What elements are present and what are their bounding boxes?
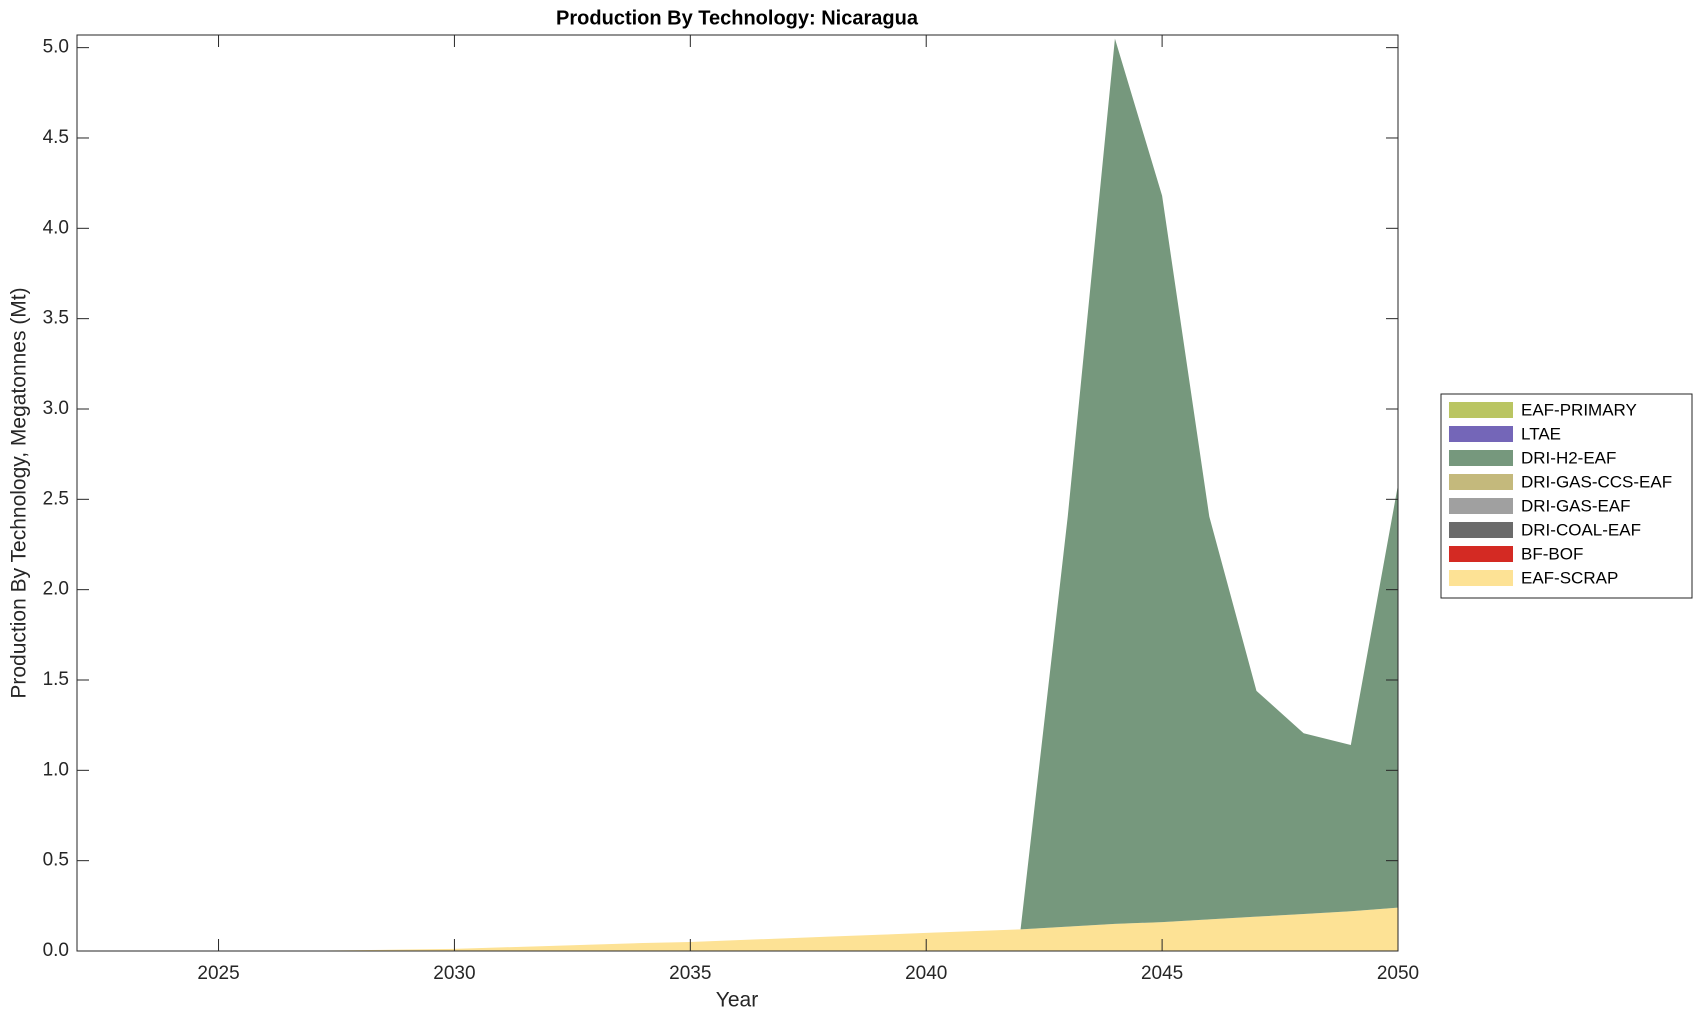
legend-swatch (1449, 498, 1513, 514)
x-tick-label: 2045 (1141, 963, 1183, 984)
y-tick-label: 4.0 (43, 217, 69, 238)
legend-swatch (1449, 522, 1513, 538)
x-tick-label: 2030 (433, 963, 475, 984)
y-tick-label: 2.5 (43, 488, 69, 509)
legend-box (1440, 393, 1693, 599)
y-tick-label: 0.5 (43, 850, 69, 871)
legend-swatch (1449, 546, 1513, 562)
legend-label: BF-BOF (1521, 544, 1583, 563)
y-tick-label: 5.0 (43, 37, 69, 58)
y-tick-label: 3.0 (43, 398, 69, 419)
legend-label: LTAE (1521, 424, 1561, 443)
plot-frame (76, 34, 1399, 952)
y-tick-label: 3.5 (43, 308, 69, 329)
legend-label: DRI-GAS-CCS-EAF (1521, 472, 1672, 491)
legend-label: DRI-H2-EAF (1521, 448, 1616, 467)
x-tick-label: 2025 (197, 963, 239, 984)
y-tick-label: 1.5 (43, 669, 69, 690)
x-tick-label: 2035 (669, 963, 711, 984)
y-axis-label: Production By Technology, Megatonnes (Mt… (8, 287, 31, 698)
legend-swatch (1449, 426, 1513, 442)
legend-label: DRI-COAL-EAF (1521, 520, 1641, 539)
legend-swatch (1449, 474, 1513, 490)
chart-title: Production By Technology: Nicaragua (556, 7, 919, 29)
x-tick-label: 2050 (1377, 963, 1419, 984)
legend-label: DRI-GAS-EAF (1521, 496, 1631, 515)
legend-swatch (1449, 450, 1513, 466)
legend-label: EAF-PRIMARY (1521, 400, 1637, 419)
legend-label: EAF-SCRAP (1521, 568, 1618, 587)
legend-swatch (1449, 402, 1513, 418)
area (77, 38, 1398, 952)
x-axis-label: Year (716, 989, 758, 1012)
area (77, 907, 1398, 951)
legend-swatch (1449, 570, 1513, 586)
y-tick-label: 1.0 (43, 759, 69, 780)
y-tick-label: 4.5 (43, 127, 69, 148)
x-tick-label: 2040 (905, 963, 947, 984)
y-tick-label: 0.0 (43, 940, 69, 961)
y-tick-label: 2.0 (43, 579, 69, 600)
